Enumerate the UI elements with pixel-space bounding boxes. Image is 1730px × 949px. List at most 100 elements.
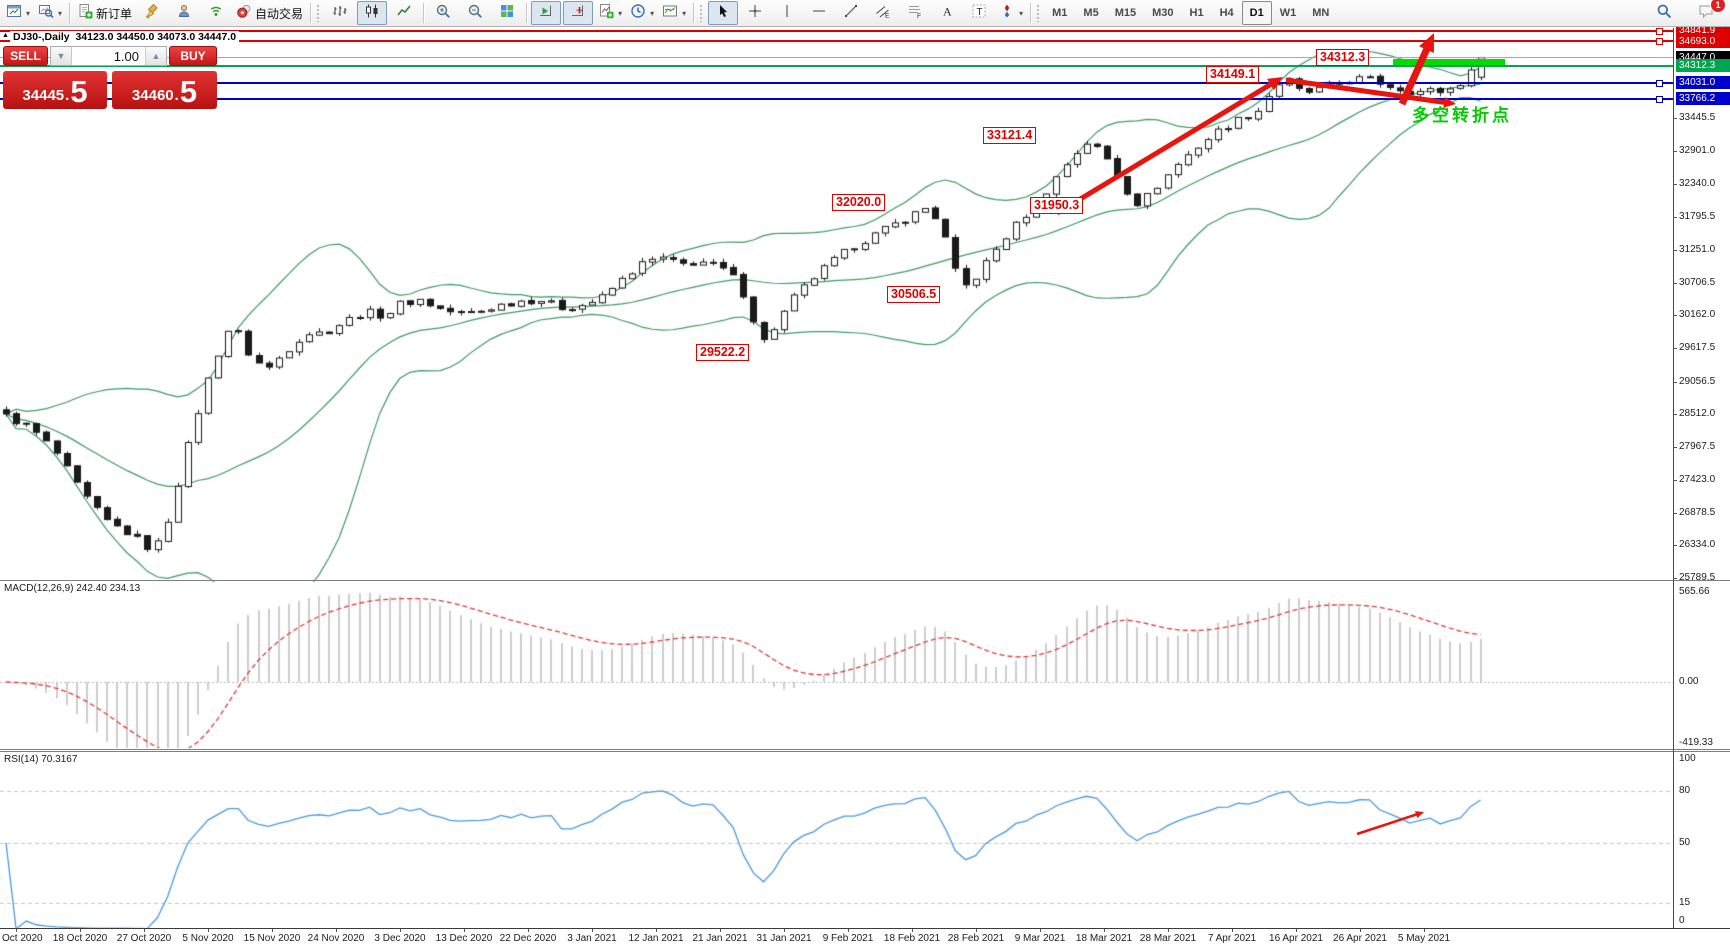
pane-divider-rsi-a[interactable] (0, 749, 1730, 750)
line-chart-mode-button[interactable] (389, 1, 419, 25)
breakout-highlight-bar[interactable] (1393, 59, 1505, 65)
notification-badge: 1 (1710, 0, 1726, 13)
support-line-lower-handle[interactable] (1656, 95, 1663, 103)
date-tick-mark (1296, 929, 1297, 932)
resistance-line-lower[interactable] (0, 40, 1673, 42)
timeframe-m30-button[interactable]: M30 (1152, 7, 1174, 19)
price-tick-label: 27423.0 (1679, 473, 1716, 485)
fibonacci-tool-button[interactable]: F (900, 1, 930, 25)
support-line-upper[interactable] (0, 81, 1673, 84)
sell-price-display[interactable]: 34445. 5 (3, 71, 107, 109)
indicators-list-button[interactable]: ▾ (595, 1, 625, 25)
dropdown-arrow-icon: ▾ (1019, 8, 1024, 18)
horizontal-line-tool-icon (811, 3, 827, 24)
date-tick-mark (16, 929, 17, 932)
pane-divider-rsi-b[interactable] (0, 751, 1730, 752)
resistance-line-lower-handle[interactable] (1656, 38, 1663, 45)
new-order-icon (77, 3, 93, 24)
trendline-tool-button[interactable] (836, 1, 866, 25)
price-callout[interactable]: 34149.1 (1206, 66, 1260, 83)
resistance-line-upper-handle[interactable] (1656, 27, 1663, 35)
window-marker-icon[interactable]: ▲ (2, 32, 9, 39)
toolbar-separator (310, 3, 312, 23)
vertical-line-tool-button[interactable] (772, 1, 802, 25)
price-callout[interactable]: 33121.4 (983, 127, 1037, 144)
horizontal-line-tool-button[interactable] (804, 1, 834, 25)
zoom-in-button[interactable] (428, 1, 458, 25)
timeframe-h1-button[interactable]: H1 (1189, 7, 1204, 19)
timeframe-h4-button[interactable]: H4 (1219, 7, 1234, 19)
toolbar-separator (423, 3, 425, 23)
buy-price-pips: 5 (179, 74, 198, 109)
crosshair-tool-button[interactable] (740, 1, 770, 25)
volume-input[interactable] (72, 47, 145, 65)
turning-point-annotation[interactable]: 多空转折点 (1412, 106, 1512, 125)
cursor-tool-button[interactable] (708, 1, 739, 25)
price-callout[interactable]: 31950.3 (1030, 197, 1084, 214)
buy-button[interactable]: BUY (169, 46, 217, 66)
text-tool-button[interactable]: A (932, 1, 962, 25)
timeframe-m5-button[interactable]: M5 (1083, 7, 1099, 19)
toolbar-grip[interactable] (699, 4, 704, 22)
caret-up-icon: ▲ (151, 51, 161, 61)
support-line-upper-handle[interactable] (1656, 79, 1663, 87)
price-tick-label: 26334.0 (1679, 539, 1716, 551)
resistance-line-upper-price-chip: 34841.9 (1676, 24, 1730, 37)
new-chart-button[interactable]: ▾ (3, 1, 33, 25)
timeframe-d1-button[interactable]: D1 (1241, 1, 1272, 25)
price-callout[interactable]: 30506.5 (887, 286, 941, 303)
price-callout[interactable]: 34312.3 (1316, 49, 1370, 66)
price-tick-label: 33445.5 (1679, 111, 1716, 123)
candlestick-mode-button[interactable] (357, 1, 388, 25)
notifications-button[interactable]: 1 (1691, 0, 1726, 25)
price-callout[interactable]: 29522.2 (696, 344, 750, 361)
toolbar-separator (1030, 3, 1032, 23)
search-button[interactable] (1649, 1, 1679, 25)
timeframe-w1-button[interactable]: W1 (1279, 7, 1297, 19)
buy-price-dot: . (174, 87, 179, 104)
support-line-lower[interactable] (0, 97, 1673, 100)
date-tick-label: 18 Oct 2020 (52, 933, 108, 944)
toolbar-grip[interactable] (316, 4, 321, 22)
accounts-button[interactable] (169, 1, 199, 25)
new-order-button[interactable]: 新订单 (74, 1, 135, 25)
timeframe-mn-button[interactable]: MN (1312, 7, 1330, 19)
price-callout[interactable]: 32020.0 (832, 194, 886, 211)
volume-increase-button[interactable]: ▲ (145, 47, 166, 65)
zoom-out-button[interactable] (460, 1, 490, 25)
signals-button[interactable] (201, 1, 231, 25)
date-tick-mark (144, 929, 145, 932)
cleanup-icon (144, 3, 160, 24)
bar-chart-mode-button[interactable] (325, 1, 355, 25)
auto-scroll-button[interactable] (531, 1, 562, 25)
arrows-tool-button[interactable]: ▾ (996, 1, 1026, 25)
auto-trading-button[interactable]: 自动交易 (233, 1, 306, 25)
chart-shift-button[interactable] (563, 1, 594, 25)
cleanup-button[interactable] (137, 1, 167, 25)
sell-button[interactable]: SELL (3, 46, 48, 66)
price-tick-label: 28512.0 (1679, 408, 1716, 420)
templates-icon (662, 3, 678, 24)
chart-ohlc: 34123.0 34450.0 34073.0 34447.0 (75, 31, 237, 43)
equidistant-channel-tool-button[interactable]: E (868, 1, 898, 25)
volume-decrease-button[interactable]: ▼ (51, 47, 72, 65)
pane-divider-macd[interactable] (0, 580, 1730, 581)
templates-button[interactable]: ▾ (659, 1, 689, 25)
periods-button[interactable]: ▾ (627, 1, 657, 25)
current-price-line[interactable] (0, 57, 1673, 59)
tile-windows-button[interactable] (492, 1, 522, 25)
breakout-line[interactable] (0, 64, 1673, 67)
toolbar-grip[interactable] (1036, 4, 1041, 22)
timeframe-m1-button[interactable]: M1 (1052, 7, 1068, 19)
new-chart-icon (6, 3, 22, 24)
resistance-line-upper[interactable] (0, 29, 1673, 32)
text-label-tool-button[interactable]: T (964, 1, 994, 25)
chart-profiles-button[interactable]: ▾ (35, 1, 65, 25)
buy-price-display[interactable]: 34460. 5 (112, 71, 217, 109)
vertical-line-tool-icon (779, 3, 795, 24)
price-tick-mark (1673, 249, 1677, 251)
timeframe-m15-button[interactable]: M15 (1114, 7, 1137, 19)
date-tick-mark (80, 929, 81, 932)
